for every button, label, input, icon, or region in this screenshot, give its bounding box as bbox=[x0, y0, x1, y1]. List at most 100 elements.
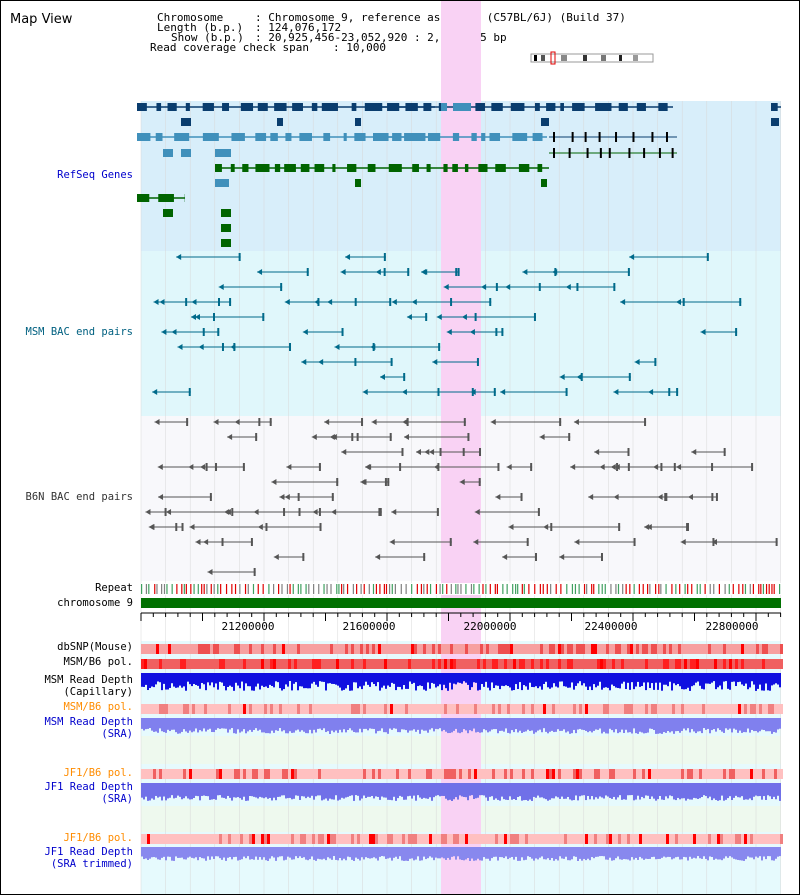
msm-depth-cap-bar bbox=[255, 673, 257, 687]
repeat-element bbox=[308, 584, 310, 594]
msm-depth-sra-bar bbox=[487, 718, 489, 733]
jf1-depth-trim-bar bbox=[369, 847, 371, 859]
msm-pol2-strip-cell bbox=[480, 704, 483, 714]
repeat-element bbox=[190, 584, 192, 594]
jf1-depth-trim-bar bbox=[345, 847, 347, 861]
dbsnp-strip-cell bbox=[306, 644, 309, 654]
jf1-depth-sra-bar bbox=[685, 783, 687, 801]
msm-depth-cap-bar bbox=[703, 673, 705, 690]
dbsnp-strip-cell bbox=[408, 644, 411, 654]
jf1-pol2-strip-cell bbox=[516, 834, 519, 844]
msm-pol2-strip-cell bbox=[348, 704, 351, 714]
jf1-pol2-strip-cell bbox=[567, 834, 570, 844]
dbsnp-strip-cell bbox=[231, 644, 234, 654]
jf1-pol2-strip-cell bbox=[615, 834, 618, 844]
msm-pol2-strip-cell bbox=[405, 704, 408, 714]
msm-pol-strip-cell bbox=[678, 659, 681, 669]
msm-depth-cap-bar bbox=[553, 673, 555, 684]
jf1-depth-sra-bar bbox=[655, 783, 657, 801]
msm-bac-end bbox=[432, 359, 438, 365]
msm-pol2-strip-cell bbox=[579, 704, 582, 714]
msm-depth-cap-bar bbox=[731, 673, 733, 682]
msm-pol-strip-cell bbox=[732, 659, 735, 669]
repeat-element bbox=[244, 584, 247, 594]
msm-pol-strip-cell bbox=[729, 659, 732, 669]
msm-depth-sra-bar bbox=[263, 718, 265, 733]
repeat-element bbox=[696, 584, 698, 594]
msm-pol2-strip-cell bbox=[516, 704, 519, 714]
jf1-depth-sra-bar bbox=[159, 783, 161, 797]
gene-fragment bbox=[181, 118, 191, 126]
jf1-pol-strip-cell bbox=[177, 769, 180, 779]
b6n-bac-end bbox=[474, 509, 480, 515]
dbsnp-strip-cell bbox=[384, 644, 387, 654]
dbsnp-strip-cell bbox=[483, 644, 486, 654]
msm-depth-cap-bar bbox=[529, 673, 531, 683]
msm-pol-strip-cell bbox=[381, 659, 384, 669]
msm-pol-strip-cell bbox=[525, 659, 528, 669]
jf1-pol2-strip-cell bbox=[309, 834, 312, 844]
repeat-element bbox=[758, 584, 760, 594]
msm-depth-sra-bar bbox=[505, 718, 507, 729]
jf1-pol2-strip-cell bbox=[687, 834, 690, 844]
repeat-element bbox=[534, 584, 536, 594]
jf1-pol-strip-cell bbox=[237, 769, 240, 779]
msm-depth-cap-bar bbox=[753, 673, 755, 685]
jf1-depth-trim-bar bbox=[719, 847, 721, 860]
repeat-element bbox=[394, 584, 396, 594]
jf1-depth-sra-bar bbox=[715, 783, 717, 800]
gene-fragment bbox=[215, 179, 229, 187]
msm-depth-cap-bar bbox=[575, 673, 577, 686]
dbsnp-strip-cell bbox=[144, 644, 147, 654]
msm-depth-cap-bar bbox=[503, 673, 505, 687]
dbsnp-strip-cell bbox=[600, 644, 603, 654]
jf1-depth-sra-bar bbox=[417, 783, 419, 796]
msm-pol-strip-cell bbox=[723, 659, 726, 669]
jf1-pol-strip-cell bbox=[660, 769, 663, 779]
msm-depth-cap-bar bbox=[463, 673, 465, 682]
jf1-depth-trim-bar bbox=[529, 847, 531, 858]
msm-depth-cap-bar bbox=[271, 673, 273, 686]
msm-depth-cap-bar bbox=[551, 673, 553, 688]
jf1-pol2-strip-cell bbox=[330, 834, 333, 844]
jf1-pol-strip-cell bbox=[339, 769, 342, 779]
jf1-pol-strip-cell bbox=[471, 769, 474, 779]
jf1-pol2-strip-cell bbox=[186, 834, 189, 844]
msm-depth-sra-bar bbox=[309, 718, 311, 730]
jf1-pol2-strip-cell bbox=[522, 834, 525, 844]
msm-pol-strip-cell bbox=[579, 659, 582, 669]
msm-pol-strip-cell bbox=[639, 659, 642, 669]
msm-depth-cap-bar bbox=[379, 673, 381, 691]
msm-pol-strip-cell bbox=[300, 659, 303, 669]
msm-bac-end bbox=[620, 299, 626, 305]
msm-depth-sra-bar bbox=[375, 718, 377, 734]
jf1-depth-trim-bar bbox=[675, 847, 677, 858]
msm-pol-strip-cell bbox=[687, 659, 690, 669]
msm-bac-end bbox=[159, 299, 165, 305]
dbsnp-strip-cell bbox=[720, 644, 723, 654]
jf1-depth-trim-bar bbox=[179, 847, 181, 858]
msm-depth-sra-bar bbox=[575, 718, 577, 734]
jf1-depth-sra-bar bbox=[575, 783, 577, 796]
jf1-depth-sra-bar bbox=[273, 783, 275, 798]
msm-depth-cap-bar bbox=[359, 673, 361, 687]
b6n-bac-end bbox=[404, 434, 410, 440]
msm-depth-sra-bar bbox=[215, 718, 217, 730]
dbsnp-strip-cell bbox=[612, 644, 615, 654]
gene-fragment bbox=[277, 118, 283, 126]
msm-depth-sra-bar bbox=[451, 718, 453, 733]
msm-depth-cap-bar bbox=[617, 673, 619, 689]
jf1-depth-trim-bar bbox=[231, 847, 233, 860]
jf1-depth-sra-bar bbox=[691, 783, 693, 800]
gene-exon bbox=[618, 103, 628, 111]
msm-depth-cap-bar bbox=[145, 673, 147, 685]
jf1-depth-sra-bar bbox=[217, 783, 219, 796]
jf1-pol-strip-cell bbox=[720, 769, 723, 779]
gene-exon-tick bbox=[615, 132, 618, 142]
dbsnp-strip-cell bbox=[432, 644, 435, 654]
dbsnp-strip-cell bbox=[768, 644, 771, 654]
gene-exon bbox=[202, 133, 219, 141]
msm-pol-strip-cell bbox=[630, 659, 633, 669]
repeat-element bbox=[655, 584, 657, 594]
